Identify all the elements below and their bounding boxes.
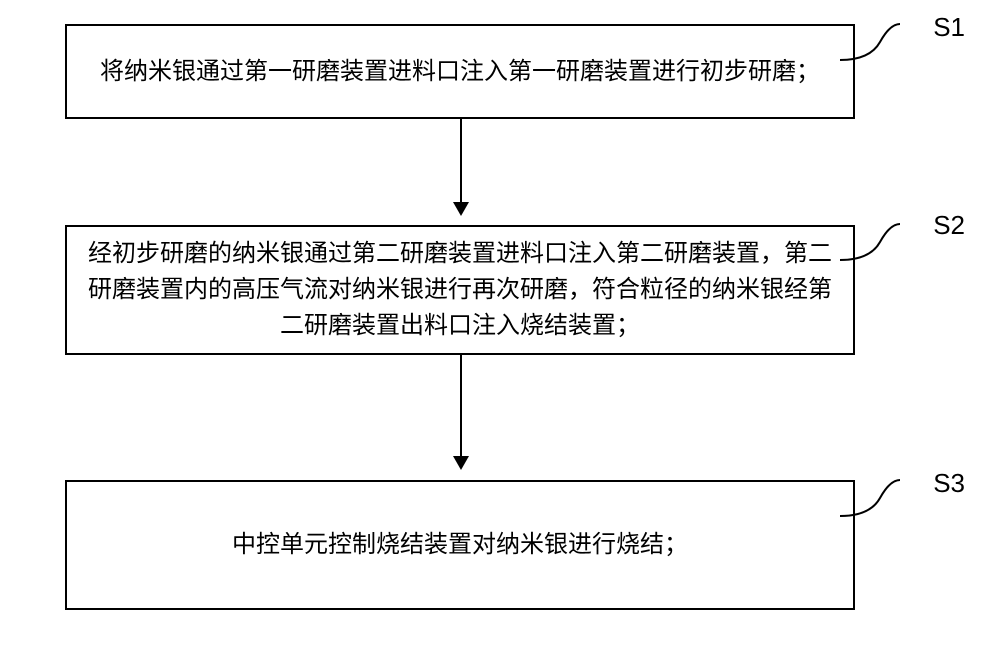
step-label-2: S2 <box>933 210 965 241</box>
step-box-1: 将纳米银通过第一研磨装置进料口注入第一研磨装置进行初步研磨； <box>65 24 855 119</box>
arrow-head-icon <box>453 456 469 470</box>
arrow-2-to-3 <box>460 355 462 468</box>
step-label-1: S1 <box>933 12 965 43</box>
step-label-3: S3 <box>933 468 965 499</box>
step-3-text: 中控单元控制烧结装置对纳米银进行烧结； <box>232 527 688 563</box>
step-1-text: 将纳米银通过第一研磨装置进料口注入第一研磨装置进行初步研磨； <box>100 54 820 90</box>
arrow-1-to-2 <box>460 119 462 214</box>
step-2-text: 经初步研磨的纳米银通过第二研磨装置进料口注入第二研磨装置，第二研磨装置内的高压气… <box>87 236 833 344</box>
flowchart-container: 将纳米银通过第一研磨装置进料口注入第一研磨装置进行初步研磨； S1 经初步研磨的… <box>0 0 1000 654</box>
arrow-head-icon <box>453 202 469 216</box>
step-box-3: 中控单元控制烧结装置对纳米银进行烧结； <box>65 480 855 610</box>
step-box-2: 经初步研磨的纳米银通过第二研磨装置进料口注入第二研磨装置，第二研磨装置内的高压气… <box>65 225 855 355</box>
